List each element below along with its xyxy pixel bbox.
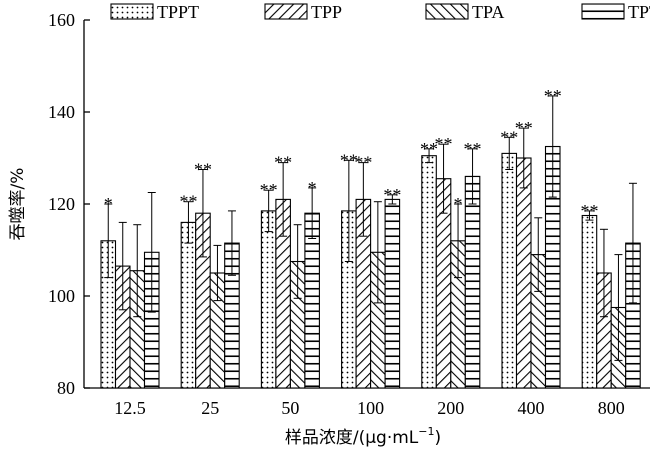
significance-mark: ** bbox=[179, 192, 197, 212]
x-axis-title-close: ) bbox=[434, 428, 441, 448]
x-axis-title: 样品浓度/(μg·mL−1) bbox=[285, 425, 441, 448]
bar-tppt-25 bbox=[180, 221, 197, 389]
bar-tpt-50 bbox=[304, 212, 320, 389]
significance-mark: * bbox=[308, 178, 317, 198]
bar-tpp-400 bbox=[515, 157, 532, 389]
bar-tppt-800 bbox=[581, 214, 598, 389]
significance-mark: ** bbox=[340, 150, 358, 170]
significance-mark: ** bbox=[580, 201, 598, 221]
significance-mark: ** bbox=[274, 153, 292, 173]
bar-tpt-100 bbox=[384, 198, 401, 389]
error-bars bbox=[104, 95, 637, 361]
y-tick-label: 160 bbox=[48, 10, 75, 30]
y-axis-title: 吞噬率/% bbox=[8, 168, 28, 241]
significance-mark: ** bbox=[464, 139, 482, 159]
significance-mark: ** bbox=[383, 185, 401, 205]
bar-tpt-200 bbox=[464, 175, 481, 389]
y-tick-label: 100 bbox=[48, 286, 75, 306]
legend-swatch-tpa bbox=[425, 3, 469, 20]
significance-mark: * bbox=[104, 194, 113, 214]
x-tick-label: 800 bbox=[598, 398, 625, 418]
significance-mark: ** bbox=[354, 153, 372, 173]
x-tick-label: 25 bbox=[201, 398, 219, 418]
y-ticks: 80 100 120 140 160 bbox=[48, 10, 90, 398]
x-tick-label: 50 bbox=[281, 398, 299, 418]
x-ticks: 12.5 25 50 100 200 400 800 bbox=[114, 398, 624, 418]
x-axis-title-main: 样品浓度/(μg·mL bbox=[285, 428, 419, 448]
significance-mark: ** bbox=[420, 139, 438, 159]
significance-mark: ** bbox=[260, 180, 278, 200]
bar-tppt-400 bbox=[501, 152, 518, 389]
legend-label-tpp: TPP bbox=[311, 2, 342, 22]
x-tick-label: 200 bbox=[437, 398, 464, 418]
y-tick-label: 80 bbox=[57, 378, 75, 398]
legend-swatch-tpp bbox=[264, 3, 308, 20]
significance-marks: * ****************************** bbox=[104, 86, 599, 221]
legend-label-tpt: TPT bbox=[628, 2, 650, 22]
significance-mark: ** bbox=[435, 134, 453, 154]
bars bbox=[100, 145, 641, 389]
significance-mark: ** bbox=[194, 160, 212, 180]
x-axis-title-superscript: −1 bbox=[418, 425, 434, 438]
x-tick-label: 12.5 bbox=[114, 398, 146, 418]
legend-label-tpa: TPA bbox=[472, 2, 504, 22]
legend-label-tppt: TPPT bbox=[157, 2, 199, 22]
legend: TPPT TPP TPA TPT bbox=[110, 2, 650, 22]
bar-tppt-200 bbox=[421, 155, 437, 389]
legend-swatch-tpt bbox=[581, 3, 625, 20]
significance-mark: ** bbox=[515, 118, 533, 138]
legend-swatch-tppt bbox=[110, 3, 154, 20]
x-tick-label: 400 bbox=[518, 398, 545, 418]
y-tick-label: 120 bbox=[48, 194, 75, 214]
x-tick-label: 100 bbox=[357, 398, 384, 418]
y-tick-label: 140 bbox=[48, 102, 75, 122]
significance-mark: ** bbox=[544, 86, 562, 106]
bar-tppt-50 bbox=[260, 210, 277, 389]
significance-mark: * bbox=[454, 194, 463, 214]
significance-mark: ** bbox=[500, 127, 518, 147]
